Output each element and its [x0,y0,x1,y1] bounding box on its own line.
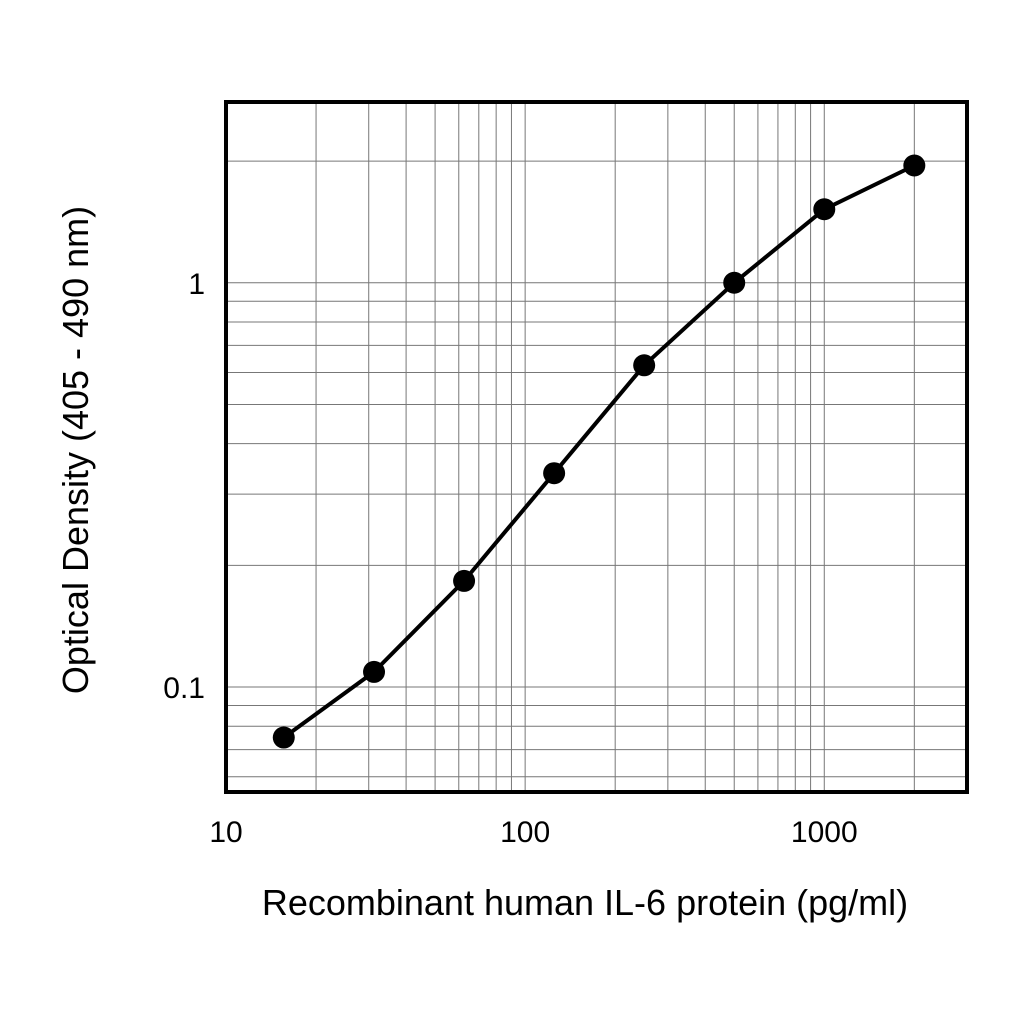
data-point [453,569,476,592]
data-point [543,462,566,485]
data-point [813,198,836,221]
data-point [272,726,295,749]
data-point [723,271,746,294]
x-tick-label: 1000 [791,816,858,849]
x-tick-label: 10 [209,816,242,849]
x-axis-label: Recombinant human IL-6 protein (pg/ml) [262,882,908,923]
x-tick-label: 100 [500,816,550,849]
y-tick-label: 0.1 [163,672,205,705]
data-point [633,354,656,377]
y-tick-labels: 0.11 [163,268,205,705]
grid-lines [226,102,967,792]
y-tick-label: 1 [188,268,205,301]
series-line [282,163,916,740]
data-point [363,660,386,683]
y-axis-label: Optical Density (405 - 490 nm) [55,206,96,694]
x-tick-labels: 10 100 1000 [209,816,857,849]
series-layer [272,154,926,749]
plot-frame [224,100,969,794]
data-point [903,154,926,177]
